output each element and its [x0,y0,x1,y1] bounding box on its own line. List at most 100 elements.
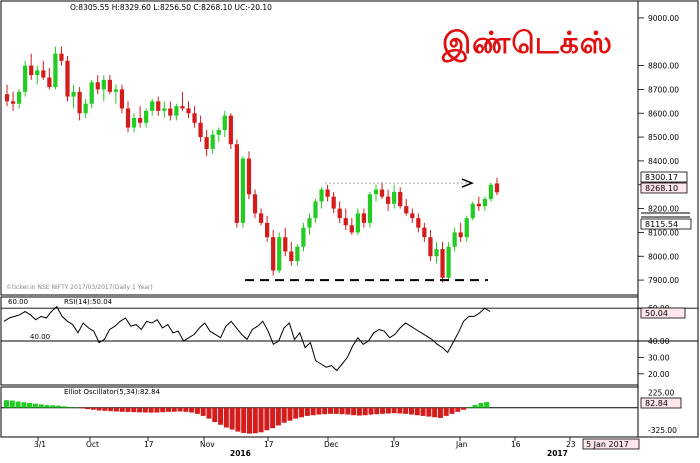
elliot-bar [282,408,287,423]
x-tick-label: 17 [264,440,274,449]
x-tick-label: 23 [566,440,576,449]
elliot-bar [403,408,408,414]
elliot-bar [473,405,478,408]
elliot-bar [241,408,246,433]
elliot-bar [450,408,455,414]
candle-body [307,218,311,228]
candle-body [198,123,202,137]
elliot-bar [478,403,483,408]
candle-body [102,80,106,90]
x-year-label: 2016 [230,449,251,458]
elliot-tick-label: 225.00 [648,388,674,397]
elliot-bar [334,408,339,414]
elliot-bar [484,402,489,408]
elliot-bar [409,408,414,415]
candle-body [84,104,88,114]
elliot-bar [247,408,252,434]
elliot-bar [363,408,368,416]
candle-body [386,197,390,204]
candle-body [344,218,348,225]
elliot-bar [149,408,154,413]
elliot-bar [432,408,437,418]
elliot-bar [369,408,374,415]
candle-body [362,213,366,223]
elliot-bar [10,401,15,408]
price-tick-label: 8000.00 [648,252,679,261]
candle-body [23,66,27,92]
candle-body [253,194,257,213]
elliot-bar [160,408,165,412]
candle-body [471,204,475,218]
close-price-label: 8268.10 [645,184,678,193]
candle-body [265,223,269,237]
elliot-bar [131,408,136,412]
elliot-bar [438,408,443,418]
elliot-bar [461,408,466,410]
elliot-bar [143,408,148,413]
price-tick-label: 8800.00 [648,62,679,71]
elliot-bar [56,406,61,408]
elliot-bar [426,408,431,417]
elliot-bar [178,408,183,412]
candle-body [205,137,209,149]
candle-body [192,113,196,123]
price-tick-label: 8100.00 [648,228,679,237]
candle-body [162,108,166,110]
elliot-bar [421,408,426,416]
elliot-bar [62,406,67,407]
candle-body [398,192,402,206]
candle-body [241,159,245,223]
candle-body [96,82,100,89]
candle-body [410,213,414,218]
candle-body [434,249,438,256]
candle-body [90,82,94,103]
x-tick-label: Oct [86,440,99,449]
rsi-value-label: 50.04 [645,309,668,318]
rsi-tick-label: 40.00 [648,337,670,346]
candle-body [247,159,251,195]
candle-body [29,66,33,76]
elliot-bar [218,408,223,425]
candle-body [77,92,81,113]
elliot-bar [455,408,460,412]
price-tick-label: 8500.00 [648,133,679,142]
candle-body [35,70,39,75]
elliot-bar [4,400,9,408]
chart-title: இண்டெக்ஸ் [442,26,613,65]
candle-body [313,201,317,218]
x-tick-label: 16 [511,440,521,449]
elliot-bar [235,408,240,432]
elliot-bar [293,408,298,419]
elliot-bar [276,408,281,426]
elliot-bar [195,408,200,414]
x-tick-label: 3/1 [34,440,46,449]
elliot-bar [380,408,385,414]
elliot-bar [311,408,316,416]
candle-body [459,232,463,237]
candle-body [332,197,336,209]
candle-body [380,190,384,197]
candle-body [65,61,69,97]
price-tick-label: 7900.00 [648,276,679,285]
candle-body [495,183,499,192]
x-tick-label: Nov [200,440,215,449]
candle-body [283,237,287,251]
elliot-bar [114,408,119,412]
candle-body [489,185,493,199]
elliot-bar [259,408,264,433]
elliot-bar [288,408,293,421]
candle-body [477,204,481,206]
elliot-bar [79,408,84,409]
elliot-bar [328,408,333,414]
candle-body [446,247,450,278]
elliot-value-label: 82.84 [645,399,668,408]
date-box-label: 5 Jan 2017 [586,440,629,449]
elliot-bar [392,408,397,413]
elliot-bar [189,408,194,413]
elliot-bar [397,408,402,414]
price-tick-label: 8200.00 [648,205,679,214]
rsi-lower-level-label: 40.00 [30,333,50,341]
elliot-bar [201,408,206,416]
